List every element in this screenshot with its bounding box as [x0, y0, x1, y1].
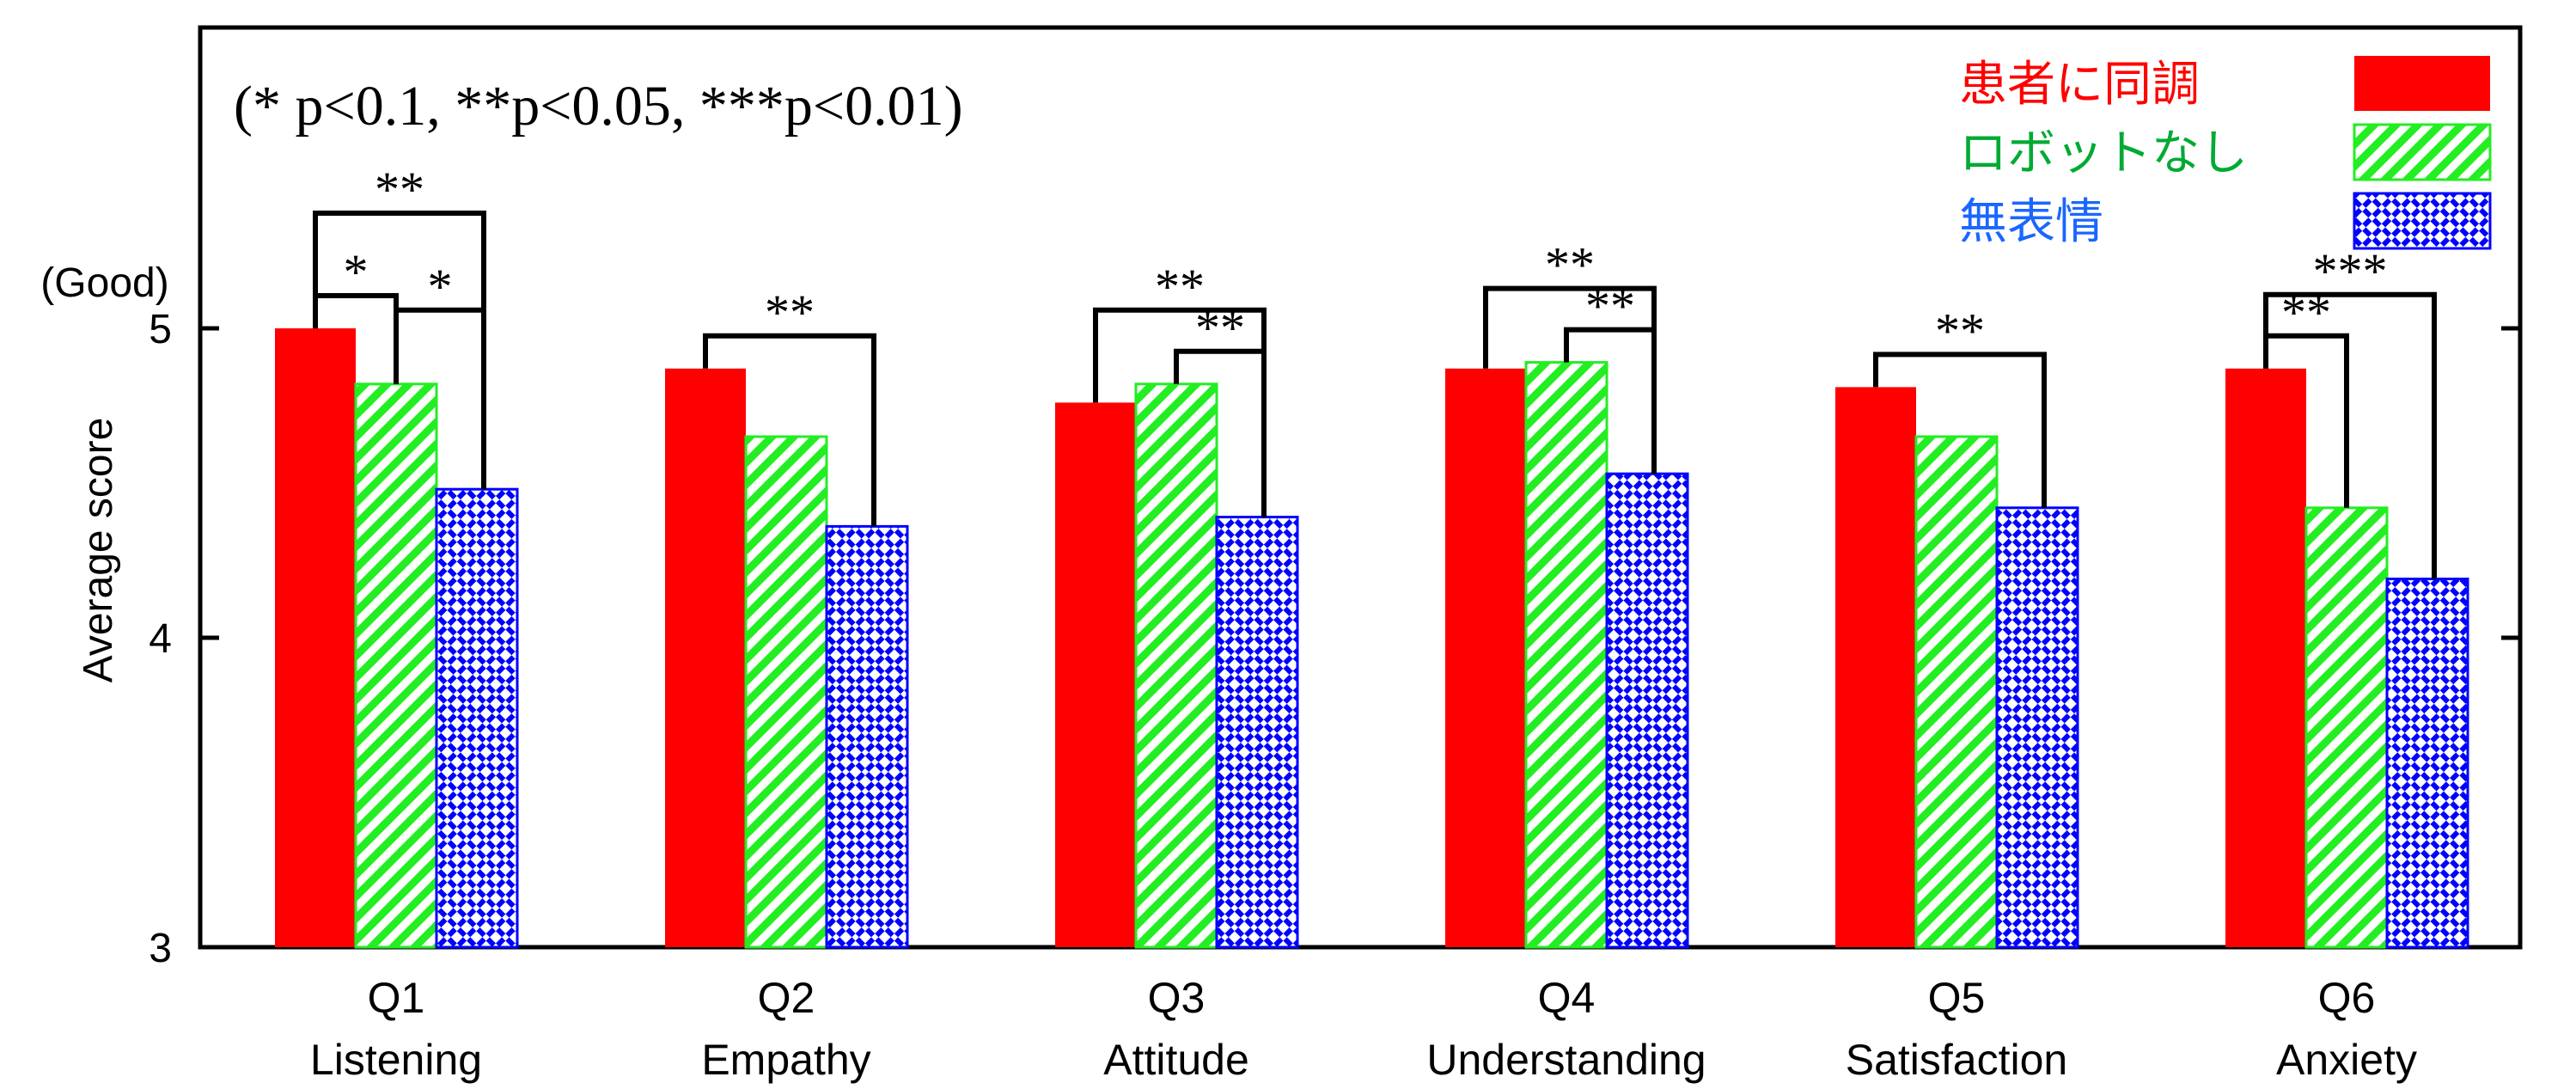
bar-q3-s1 — [1055, 402, 1136, 947]
bars-layer — [275, 328, 2469, 949]
legend-swatch-s2 — [2353, 123, 2492, 181]
bar-q5-s1 — [1835, 387, 1916, 947]
bar-q1-s3 — [435, 487, 519, 949]
y-tick-label: 3 — [149, 926, 172, 971]
x-tick-label-name: Anxiety — [2276, 1036, 2417, 1084]
y-tick-label: 5 — [149, 307, 172, 352]
bar-q5-s2 — [1914, 435, 1999, 949]
y-axis-label: Average score — [76, 418, 121, 683]
bar-q6-s3 — [2385, 578, 2469, 949]
significance-label: ** — [1195, 300, 1245, 356]
x-tick-label-code: Q4 — [1538, 974, 1596, 1022]
significance-bracket — [703, 333, 876, 527]
x-tick-label-name: Empathy — [701, 1036, 870, 1084]
legend-label-s3: 無表情 — [1959, 194, 2103, 250]
x-tick-label-name: Listening — [310, 1036, 482, 1084]
y-top-label: (Good) — [40, 260, 168, 306]
legend-label-s1: 患者に同調 — [1959, 57, 2200, 113]
x-tick-label-code: Q1 — [368, 974, 425, 1022]
significance-bracket — [1564, 327, 1657, 474]
x-tick-label-code: Q3 — [1148, 974, 1206, 1022]
bar-q2-s2 — [744, 435, 828, 949]
x-tick-label-code: Q2 — [758, 974, 815, 1022]
significance-label: ** — [1935, 303, 1985, 358]
significance-label: * — [428, 259, 453, 315]
significance-note: (* p<0.1, **p<0.05, ***p<0.01) — [234, 75, 963, 138]
legend-swatch-s1 — [2354, 56, 2490, 111]
x-tick-label-name: Satisfaction — [1846, 1036, 2067, 1084]
significance-label: ** — [2281, 284, 2331, 340]
x-tick-label-code: Q5 — [1928, 974, 1986, 1022]
legend-swatch-s3 — [2353, 192, 2492, 250]
x-tick-label-code: Q6 — [2318, 974, 2376, 1022]
bar-q4-s1 — [1445, 368, 1526, 947]
bar-q1-s1 — [275, 328, 356, 947]
significance-layer: *** * ** ******** ******* — [313, 162, 2437, 579]
bar-q6-s2 — [2304, 506, 2389, 949]
bar-q6-s1 — [2225, 368, 2306, 947]
legend-label-s2: ロボットなし — [1959, 125, 2248, 181]
significance-bracket — [2263, 333, 2349, 508]
bar-q1-s2 — [354, 382, 438, 949]
significance-label: ** — [1155, 259, 1205, 315]
significance-bracket — [394, 307, 486, 490]
significance-label: *** — [2313, 243, 2388, 299]
plot-frame — [198, 25, 2523, 950]
significance-label: * — [344, 244, 369, 300]
bar-q4-s3 — [1605, 472, 1689, 949]
x-tick-label-name: Attitude — [1103, 1036, 1249, 1084]
significance-label: ** — [1585, 278, 1635, 334]
bar-q2-s3 — [825, 524, 909, 949]
significance-bracket — [2263, 291, 2437, 579]
significance-label: ** — [375, 162, 424, 217]
x-tick-label-name: Understanding — [1426, 1036, 1706, 1084]
significance-label: ** — [765, 284, 815, 340]
y-tick-label: 4 — [149, 616, 172, 662]
significance-label: ** — [1545, 237, 1595, 293]
bar-q2-s1 — [665, 368, 746, 947]
bar-q4-s2 — [1524, 361, 1608, 949]
significance-bracket — [1873, 352, 2047, 508]
significance-bracket — [1174, 348, 1267, 517]
bar-q5-s3 — [1995, 506, 2079, 949]
axes-layer: 3 4 5 Q1 Listening Q2 Empathy Q3 Attitude Q4 Under… — [149, 307, 2520, 1084]
bar-q3-s2 — [1134, 382, 1218, 949]
bar-q3-s3 — [1215, 516, 1299, 949]
